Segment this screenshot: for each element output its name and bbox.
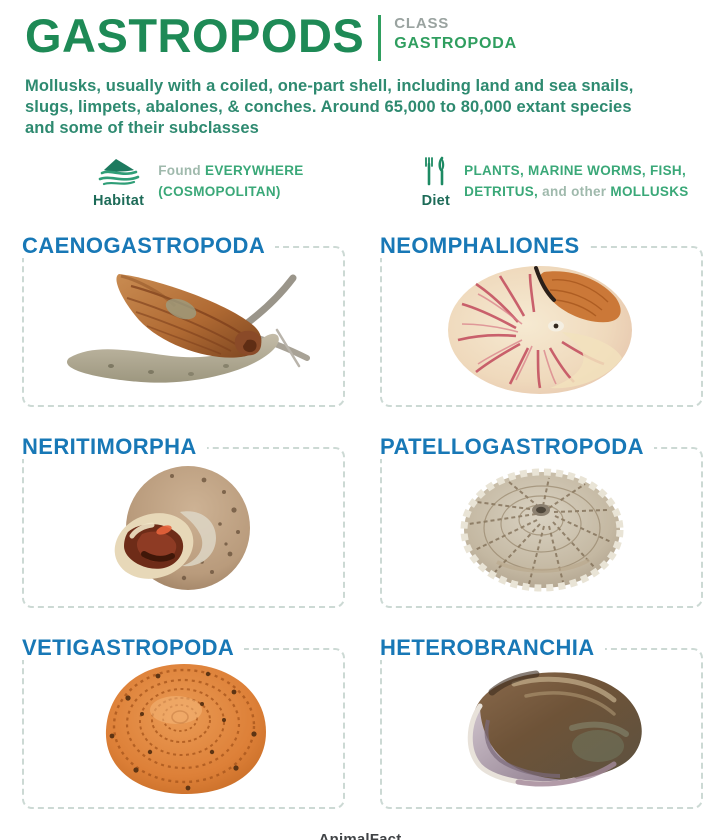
- subclass-card-neomphaliones: NEOMPHALIONES: [380, 234, 703, 408]
- subclass-title: CAENOGASTROPODA: [22, 234, 276, 259]
- diet-line2-mollusks: MOLLUSKS: [610, 183, 689, 199]
- subclass-card-caenogastropoda: CAENOGASTROPODA: [22, 234, 345, 408]
- class-value: GASTROPODA: [394, 35, 517, 52]
- diet-fact: Diet PLANTS, MARINE WORMS, FISH, DETRITU…: [422, 156, 689, 209]
- card-box: [380, 447, 703, 609]
- footer: AnimalFact com: [0, 831, 720, 840]
- subclass-grid: CAENOGASTROPODA: [0, 234, 720, 837]
- habitat-value-line2: (COSMOPOLITAN): [158, 183, 281, 199]
- heterobranchia-bubble-shell-photo: [422, 658, 662, 800]
- header-divider: [378, 15, 382, 61]
- facts-row: Habitat Found EVERYWHERE (COSMOPOLITAN) …: [0, 156, 720, 209]
- subclass-card-heterobranchia: HETEROBRANCHIA: [380, 636, 703, 810]
- diet-line2-and-other: and other: [538, 183, 611, 199]
- patellogastropoda-limpet-photo: [437, 458, 647, 598]
- brand-name: AnimalFact: [318, 831, 402, 840]
- habitat-landscape-icon: [96, 156, 142, 191]
- class-block: CLASS GASTROPODA: [394, 12, 517, 53]
- description-line: Mollusks, usually with a coiled, one-par…: [25, 77, 634, 95]
- habitat-value-line1: EVERYWHERE: [205, 163, 304, 179]
- subclass-card-vetigastropoda: VETIGASTROPODA: [22, 636, 345, 810]
- brand-logo: AnimalFact com: [319, 831, 402, 840]
- diet-label: Diet: [421, 193, 451, 210]
- subclass-title: NEOMPHALIONES: [380, 234, 590, 259]
- card-box: [22, 648, 345, 810]
- habitat-fact: Habitat Found EVERYWHERE (COSMOPOLITAN): [93, 156, 304, 209]
- subclass-card-patellogastropoda: PATELLOGASTROPODA: [380, 435, 703, 609]
- vetigastropoda-top-shell-photo: [84, 658, 284, 800]
- page-title: GASTROPODS: [25, 9, 365, 62]
- card-box: [22, 246, 345, 408]
- caenogastropoda-snail-photo: [41, 254, 326, 399]
- habitat-found-prefix: Found: [158, 163, 206, 179]
- diet-value: PLANTS, MARINE WORMS, FISH, DETRITUS, an…: [464, 156, 688, 202]
- description: Mollusks, usually with a coiled, one-par…: [25, 76, 700, 139]
- neritimorpha-shell-photo: [84, 458, 284, 598]
- class-label: CLASS: [394, 15, 450, 32]
- habitat-label: Habitat: [93, 193, 145, 210]
- subclass-title: VETIGASTROPODA: [22, 636, 245, 661]
- habitat-value: Found EVERYWHERE (COSMOPOLITAN): [158, 156, 303, 202]
- card-box: [380, 246, 703, 408]
- diet-line2-detritus: DETRITUS,: [464, 183, 539, 199]
- subclass-title: NERITIMORPHA: [22, 435, 207, 460]
- subclass-title: HETEROBRANCHIA: [380, 636, 605, 661]
- card-box: [22, 447, 345, 609]
- header: GASTROPODS CLASS GASTROPODA: [0, 0, 720, 61]
- fork-knife-icon: [423, 156, 449, 191]
- card-box: [380, 648, 703, 810]
- description-line: and some of their subclasses: [25, 119, 259, 138]
- subclass-card-neritimorpha: NERITIMORPHA: [22, 435, 345, 609]
- neomphaliones-shell-photo: [432, 254, 652, 399]
- subclass-title: PATELLOGASTROPODA: [380, 435, 654, 460]
- diet-line1: PLANTS, MARINE WORMS, FISH,: [464, 163, 687, 179]
- description-line: slugs, limpets, abalones, & conches. Aro…: [25, 98, 632, 117]
